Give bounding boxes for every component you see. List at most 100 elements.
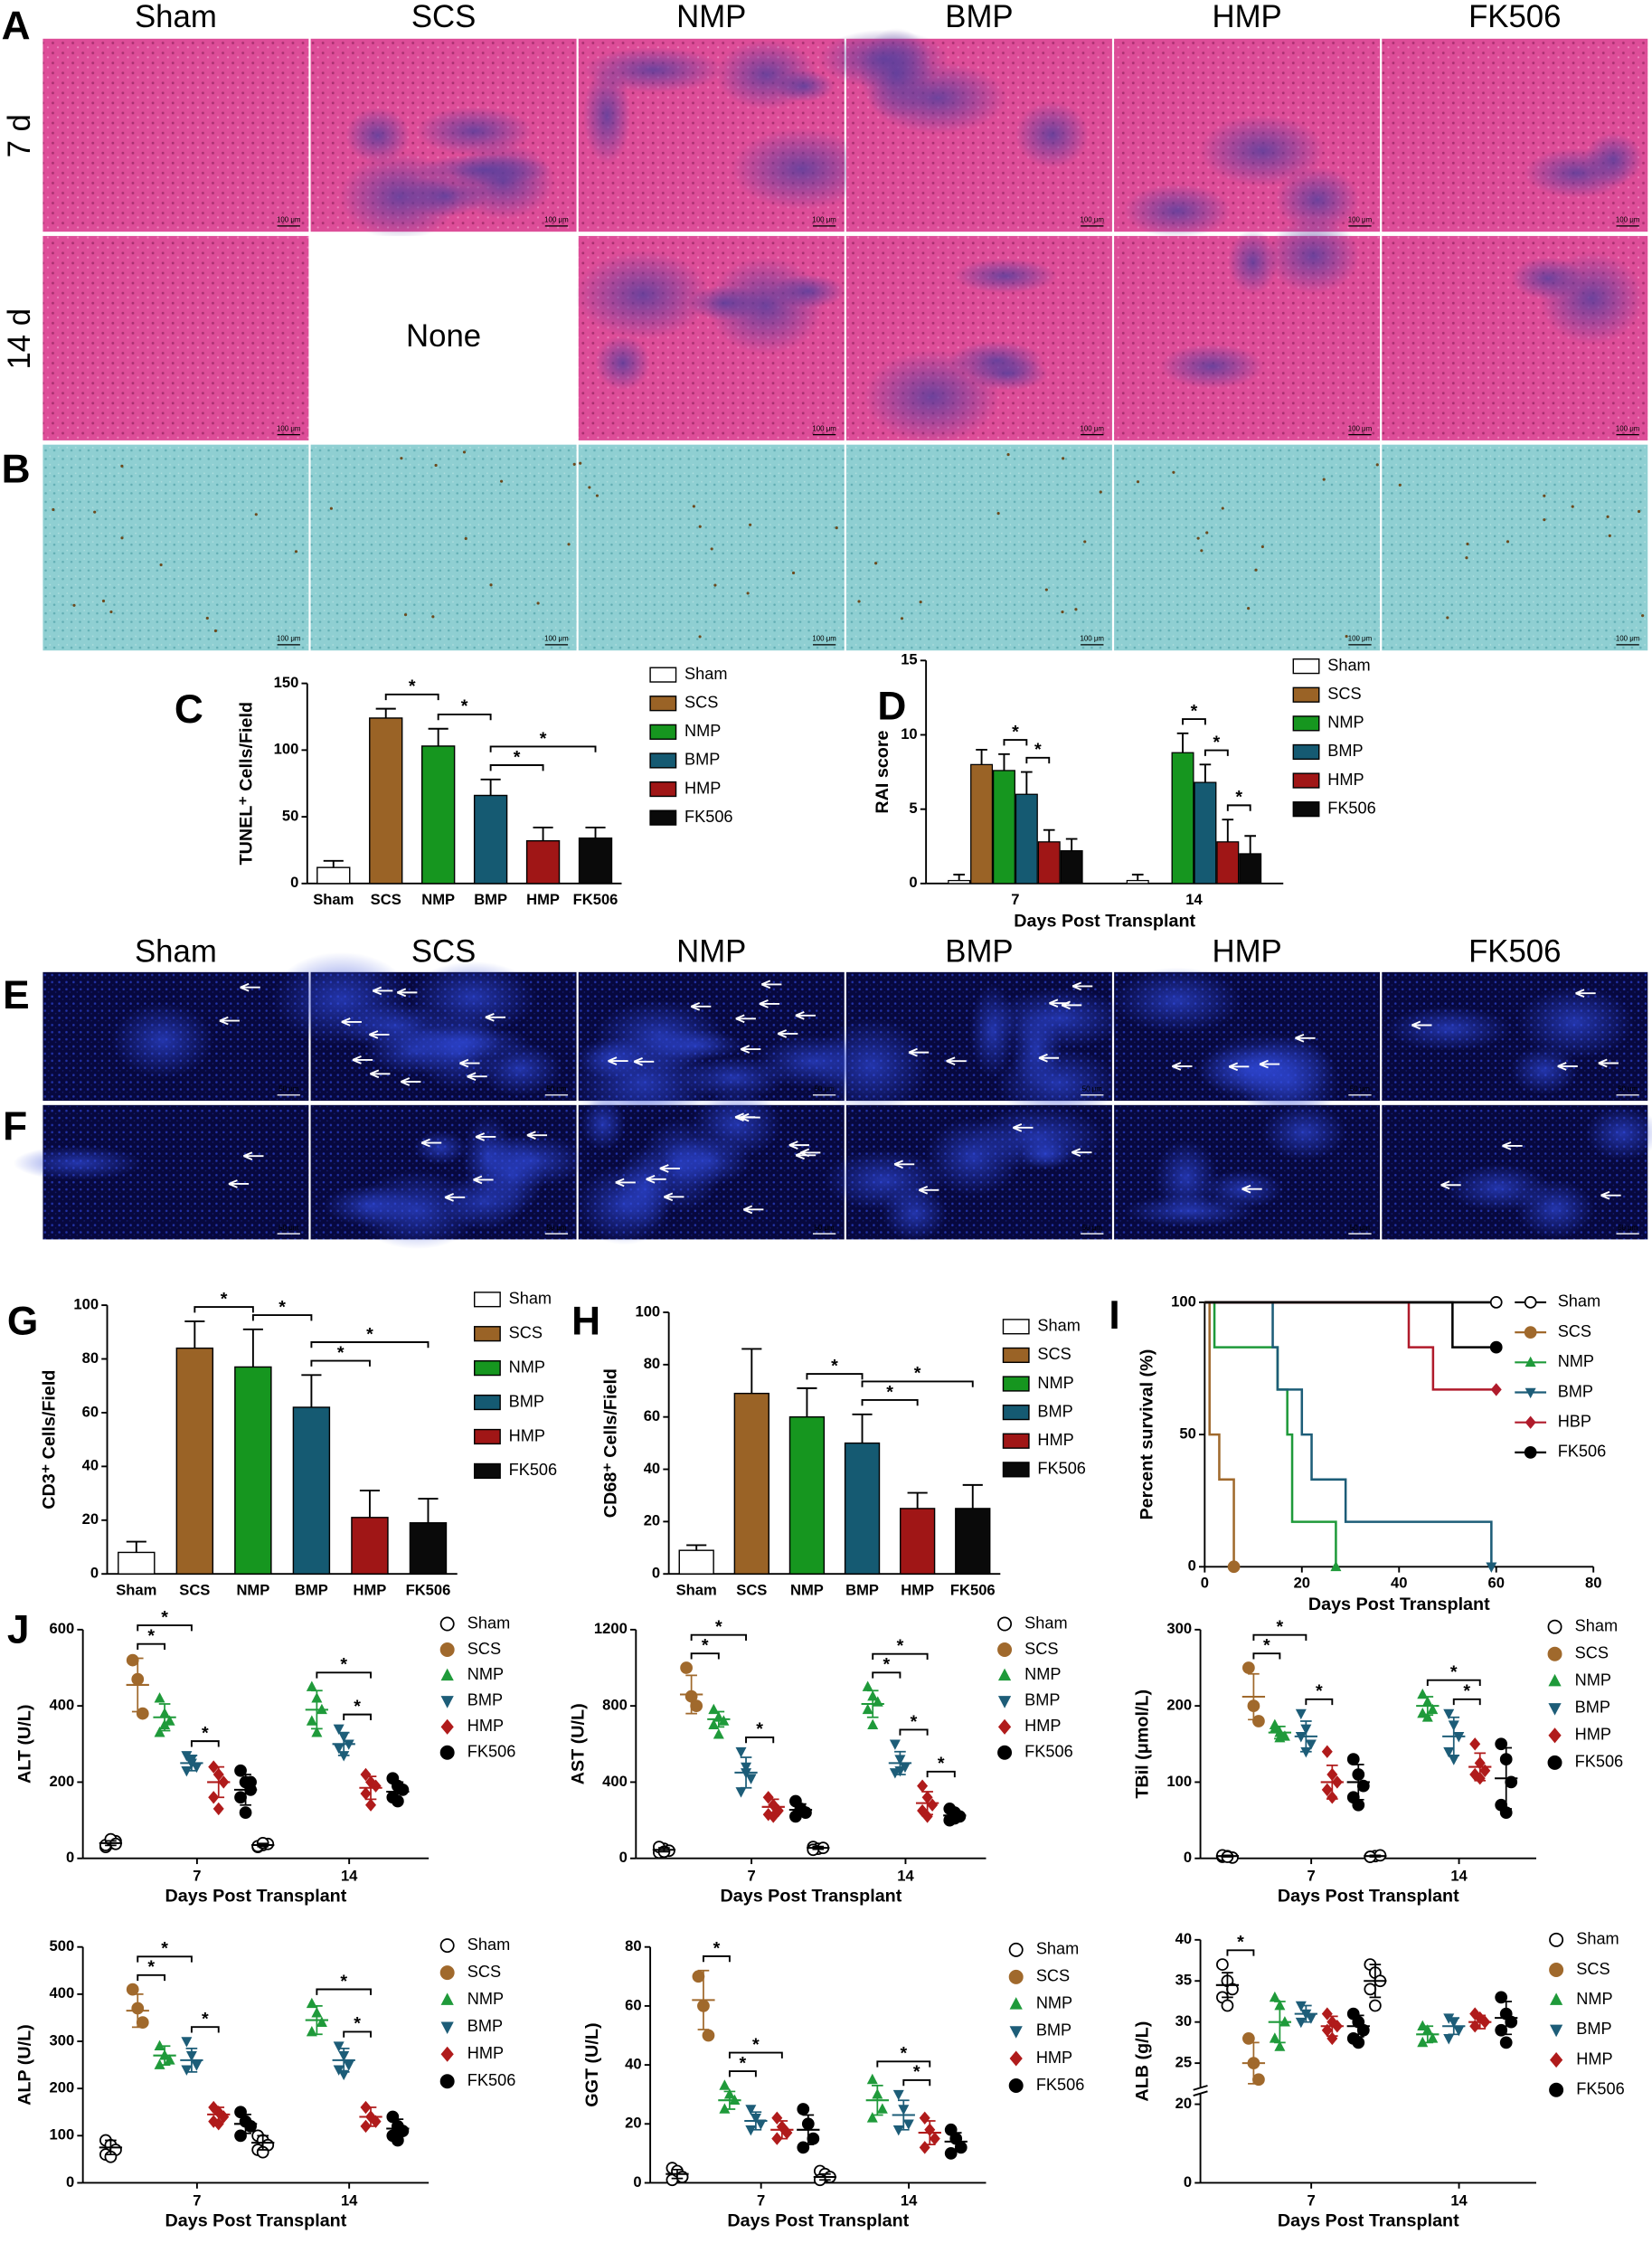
y-tick-label: 0 [1184, 1849, 1192, 1866]
x-tick-label: HMP [354, 1582, 387, 1599]
marker [919, 2111, 930, 2125]
y-tick-label: 300 [1166, 1620, 1192, 1637]
x-tick-label: 14 [901, 2191, 918, 2209]
arrow [1600, 1190, 1621, 1200]
legend-label: BMP [1037, 1402, 1072, 1420]
legend-swatch [1292, 801, 1320, 818]
tissue-region [953, 259, 1057, 294]
marker [306, 1715, 317, 1726]
tissue-region [477, 1042, 562, 1097]
arrow [1172, 1062, 1193, 1071]
arrow [485, 1012, 506, 1022]
y-tick-label: 0 [66, 1849, 74, 1866]
legend-label: FK506 [1036, 2076, 1085, 2094]
tissue-region [345, 108, 411, 164]
y-tick-label: 100 [1166, 1773, 1192, 1790]
legend-marker [1549, 2082, 1564, 2097]
legend-label: HMP [467, 1717, 504, 1735]
marker [892, 2089, 904, 2101]
marker [126, 1653, 139, 1667]
error-bar [158, 2045, 171, 2066]
marker [218, 2110, 230, 2124]
error-bar [894, 1750, 906, 1775]
error-bar [1300, 2004, 1312, 2023]
marker [862, 1703, 873, 1715]
error-bar [1448, 2017, 1460, 2036]
arrow [1440, 1180, 1461, 1190]
marker [1295, 2017, 1307, 2029]
legend-swatch [1002, 1347, 1030, 1364]
bar [1194, 781, 1217, 885]
scale-label: 50 μm [1082, 1224, 1103, 1232]
marker [1242, 2031, 1255, 2045]
stained-cell [1641, 614, 1645, 618]
tissue-region [1516, 985, 1634, 1059]
error-bar [776, 2120, 788, 2140]
significance-bracket [343, 2030, 372, 2038]
significance-label: * [1263, 1636, 1270, 1656]
error-bar [907, 1491, 928, 1509]
marker [917, 1779, 929, 1793]
marker [1421, 1711, 1433, 1722]
legend-marker [997, 1696, 1012, 1708]
arrow [243, 1151, 264, 1160]
legend-label: FK506 [1037, 1460, 1086, 1478]
arrow [1502, 1141, 1523, 1150]
arrow [608, 1056, 628, 1065]
x-tick-label: FK506 [950, 1582, 996, 1599]
error-bar [392, 1781, 404, 1803]
tissue-region [1267, 217, 1360, 294]
error-bar [257, 1842, 269, 1848]
legend-swatch [649, 696, 677, 712]
error-bar [428, 727, 448, 746]
stained-cell [710, 547, 713, 551]
y-tick-label: 40 [82, 1457, 99, 1474]
legend-marker [1525, 1415, 1536, 1429]
arrow [352, 1055, 373, 1065]
arrow [341, 1017, 362, 1027]
error-bar [767, 1798, 779, 1816]
marker [1495, 1991, 1508, 2004]
significance-label: * [897, 1636, 904, 1656]
axis-break-gap [1193, 2087, 1208, 2095]
panel-label: J [7, 1608, 30, 1652]
marker [690, 1699, 703, 1713]
legend-marker [1524, 1326, 1537, 1339]
error-bar [1500, 1746, 1513, 1810]
y-tick-label: 100 [274, 741, 299, 758]
micrograph [42, 235, 309, 440]
micrograph [42, 38, 309, 232]
x-axis-label: Days Post Transplant [165, 1887, 346, 1907]
scale-label: 100 μm [1348, 216, 1373, 224]
tissue-region [770, 274, 845, 308]
scale-label: 100 μm [1348, 635, 1373, 643]
arrow [1049, 998, 1070, 1008]
error-bar [585, 826, 606, 838]
error-bar [301, 1374, 322, 1407]
error-bar [323, 859, 344, 868]
marker [919, 2141, 930, 2154]
scale-label: 100 μm [544, 216, 569, 224]
significance-bracket [1226, 804, 1251, 811]
stained-cell [1062, 457, 1065, 460]
error-bar [131, 1657, 144, 1713]
arrow [615, 1178, 636, 1188]
bar [578, 837, 613, 885]
legend-marker [997, 1616, 1013, 1632]
marker [333, 1724, 345, 1736]
marker [1295, 2001, 1307, 2012]
marker [1305, 1739, 1317, 1750]
x-tick-label: Sham [676, 1582, 717, 1599]
tissue-region [271, 951, 411, 1046]
scale-label: 50 μm [546, 1224, 567, 1232]
error-bar [1248, 1672, 1260, 1721]
marker [154, 2040, 165, 2051]
significance-label: * [340, 1655, 347, 1675]
error-bar [158, 1703, 171, 1732]
marker [370, 2115, 382, 2128]
marker [191, 1762, 203, 1774]
legend-marker [440, 2046, 454, 2062]
arrow [760, 980, 782, 989]
marker [1495, 1737, 1508, 1751]
significance-label: * [147, 1626, 155, 1646]
